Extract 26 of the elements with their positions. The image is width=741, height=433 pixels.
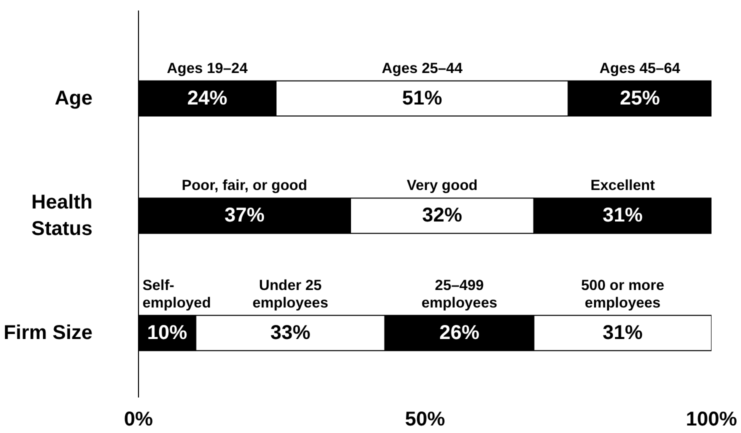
data-label: 37% bbox=[224, 204, 265, 227]
data-label: 25% bbox=[620, 87, 660, 110]
annotation: Ages 25–44 bbox=[382, 60, 464, 77]
annotation: Under 25 employees bbox=[252, 278, 328, 312]
y-tick-label: Age bbox=[54, 87, 93, 110]
data-label: 31% bbox=[602, 322, 643, 344]
annotation: Ages 45–64 bbox=[600, 60, 682, 77]
y-tick-label: Firm Size bbox=[4, 322, 93, 344]
data-label: 33% bbox=[270, 322, 311, 344]
annotation: 500 or more employees bbox=[581, 278, 664, 312]
y-tick-label: Health Status bbox=[31, 192, 92, 240]
data-label: 26% bbox=[439, 322, 480, 344]
data-label: 31% bbox=[602, 204, 643, 227]
annotation: Excellent bbox=[590, 178, 655, 194]
data-label: 10% bbox=[147, 322, 188, 344]
annotation: 25–499 employees bbox=[422, 278, 498, 312]
annotation: Self- employed bbox=[142, 278, 211, 312]
data-label: 32% bbox=[422, 204, 462, 227]
data-label: 51% bbox=[402, 87, 442, 110]
annotation: Very good bbox=[406, 178, 478, 194]
data-label: 24% bbox=[187, 87, 228, 110]
x-tick-label: 50% bbox=[404, 408, 446, 430]
x-tick-label: 0% bbox=[124, 408, 154, 430]
x-tick-label: 100% bbox=[686, 408, 738, 430]
annotation: Poor, fair, or good bbox=[182, 178, 308, 194]
annotation: Ages 19–24 bbox=[166, 60, 248, 77]
